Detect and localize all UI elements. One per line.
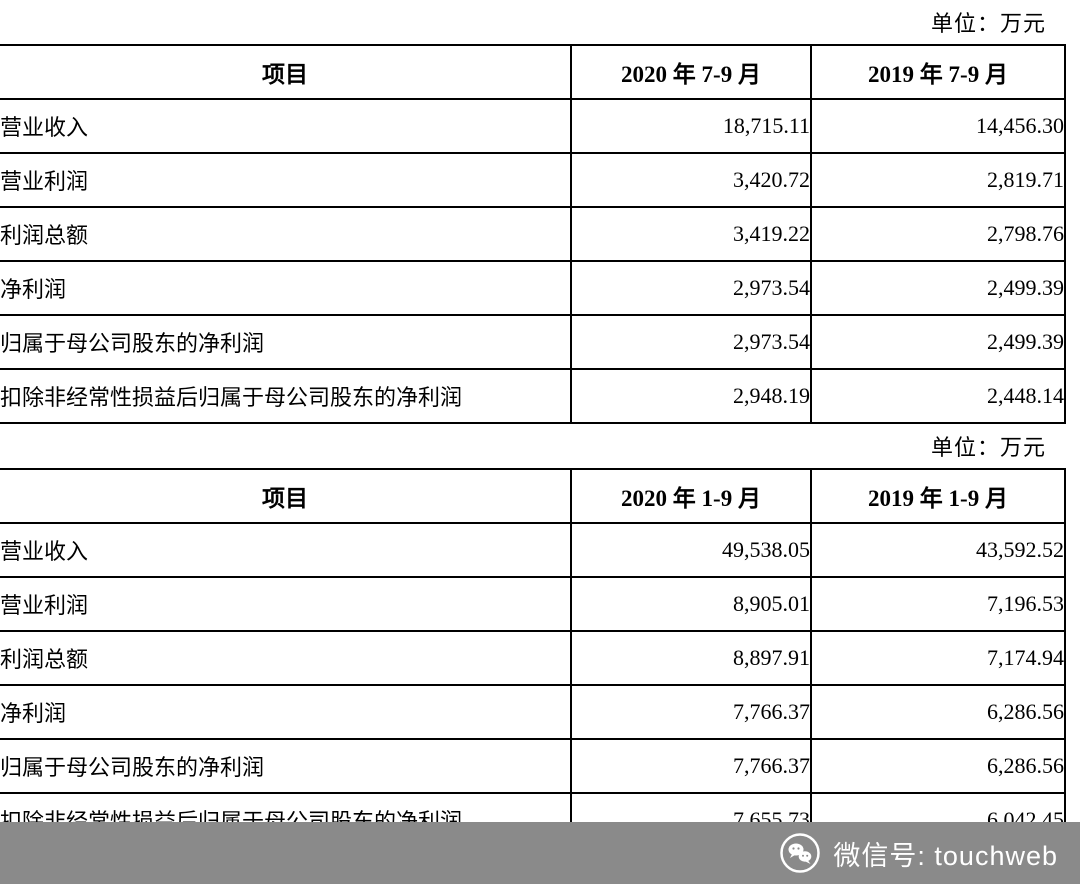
table-row: 扣除非经常性损益后归属于母公司股东的净利润 2,948.19 2,448.14 (0, 368, 1066, 424)
value-2020: 18,715.11 (570, 98, 812, 154)
value-2020: 2,973.54 (570, 314, 812, 370)
table-row: 利润总额 3,419.22 2,798.76 (0, 206, 1066, 262)
row-label: 营业利润 (0, 576, 572, 632)
row-label: 营业利润 (0, 152, 572, 208)
value-2019: 43,592.52 (810, 522, 1066, 578)
q3-results-table: 项目 2020 年 7-9 月 2019 年 7-9 月 营业收入 18,715… (0, 44, 1066, 424)
col-header-2019: 2019 年 7-9 月 (810, 44, 1066, 100)
value-2020: 3,419.22 (570, 206, 812, 262)
watermark-text: 微信号: touchweb (833, 840, 1058, 871)
table-header-row: 项目 2020 年 7-9 月 2019 年 7-9 月 (0, 44, 1066, 100)
row-label: 归属于母公司股东的净利润 (0, 314, 572, 370)
row-label: 净利润 (0, 260, 572, 316)
row-label: 利润总额 (0, 630, 572, 686)
col-header-item: 项目 (0, 44, 572, 100)
value-2019: 6,286.56 (810, 738, 1066, 794)
watermark-bar: 微信号: touchweb (0, 822, 1080, 884)
value-2020: 2,948.19 (570, 368, 812, 424)
col-header-2019: 2019 年 1-9 月 (810, 468, 1066, 524)
table-row: 营业利润 8,905.01 7,196.53 (0, 576, 1066, 632)
nine-month-results-table: 项目 2020 年 1-9 月 2019 年 1-9 月 营业收入 49,538… (0, 468, 1066, 848)
value-2020: 7,766.37 (570, 684, 812, 740)
table-row: 归属于母公司股东的净利润 2,973.54 2,499.39 (0, 314, 1066, 370)
wechat-icon (779, 832, 821, 874)
table-row: 净利润 2,973.54 2,499.39 (0, 260, 1066, 316)
row-label: 利润总额 (0, 206, 572, 262)
row-label: 扣除非经常性损益后归属于母公司股东的净利润 (0, 368, 572, 424)
value-2019: 6,286.56 (810, 684, 1066, 740)
value-2019: 14,456.30 (810, 98, 1066, 154)
unit-label-table1: 单位：万元 (930, 11, 1046, 36)
table-row: 营业利润 3,420.72 2,819.71 (0, 152, 1066, 208)
value-2020: 3,420.72 (570, 152, 812, 208)
row-label: 营业收入 (0, 522, 572, 578)
value-2019: 2,499.39 (810, 314, 1066, 370)
value-2019: 2,448.14 (810, 368, 1066, 424)
col-header-2020: 2020 年 1-9 月 (570, 468, 812, 524)
value-2019: 2,819.71 (810, 152, 1066, 208)
value-2020: 7,766.37 (570, 738, 812, 794)
value-2020: 8,897.91 (570, 630, 812, 686)
value-2019: 2,798.76 (810, 206, 1066, 262)
table-row: 营业收入 49,538.05 43,592.52 (0, 522, 1066, 578)
row-label: 营业收入 (0, 98, 572, 154)
table-row: 营业收入 18,715.11 14,456.30 (0, 98, 1066, 154)
table-row: 净利润 7,766.37 6,286.56 (0, 684, 1066, 740)
row-label: 归属于母公司股东的净利润 (0, 738, 572, 794)
value-2019: 7,196.53 (810, 576, 1066, 632)
value-2019: 2,499.39 (810, 260, 1066, 316)
col-header-2020: 2020 年 7-9 月 (570, 44, 812, 100)
col-header-item: 项目 (0, 468, 572, 524)
row-label: 净利润 (0, 684, 572, 740)
value-2020: 8,905.01 (570, 576, 812, 632)
table-header-row: 项目 2020 年 1-9 月 2019 年 1-9 月 (0, 468, 1066, 524)
value-2019: 7,174.94 (810, 630, 1066, 686)
value-2020: 2,973.54 (570, 260, 812, 316)
table-row: 归属于母公司股东的净利润 7,766.37 6,286.56 (0, 738, 1066, 794)
unit-label-table2: 单位：万元 (930, 435, 1046, 460)
value-2020: 49,538.05 (570, 522, 812, 578)
table-row: 利润总额 8,897.91 7,174.94 (0, 630, 1066, 686)
